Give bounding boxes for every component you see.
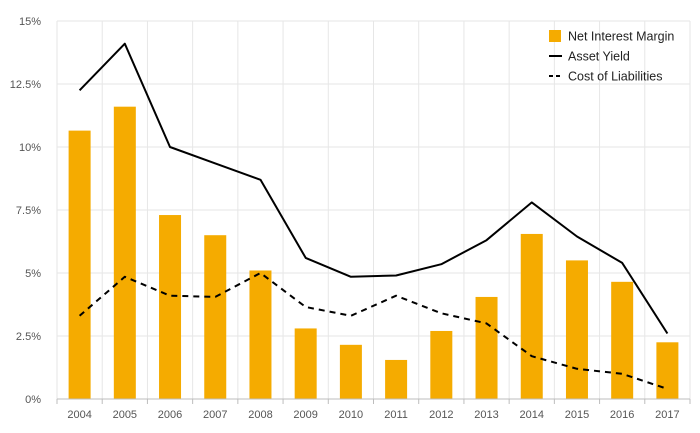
y-tick-label: 7.5% [16, 205, 41, 217]
x-tick-label: 2007 [203, 409, 227, 421]
legend-label: Asset Yield [568, 50, 630, 64]
bar-series [68, 106, 679, 400]
legend-swatch-bar [549, 30, 561, 42]
x-tick-label: 2004 [67, 409, 91, 421]
y-tick-label: 10% [19, 142, 41, 154]
legend-label: Net Interest Margin [568, 30, 674, 44]
x-tick-label: 2012 [429, 409, 453, 421]
x-tick-label: 2010 [339, 409, 363, 421]
grid-lines [56, 20, 691, 399]
bar [249, 270, 272, 399]
y-tick-label: 15% [19, 16, 41, 28]
bar [520, 233, 543, 399]
bar [565, 260, 588, 399]
bar [159, 215, 182, 399]
y-tick-label: 12.5% [10, 79, 41, 91]
bar [385, 359, 408, 399]
x-tick-labels: 2004 2005 2006 2007 2008 2009 2010 2011 2012 2013… [67, 409, 679, 421]
bar [113, 106, 136, 400]
y-tick-label: 5% [25, 268, 41, 280]
x-tick-label: 2005 [113, 409, 137, 421]
bar [68, 130, 91, 399]
y-tick-label: 0% [25, 394, 41, 406]
bar [656, 342, 679, 399]
x-tick-label: 2017 [655, 409, 679, 421]
x-tick-label: 2009 [293, 409, 317, 421]
x-tick-label: 2006 [158, 409, 182, 421]
x-tick-label: 2008 [248, 409, 272, 421]
line-series [78, 42, 669, 390]
series-line-dashed [78, 272, 668, 390]
bar [430, 330, 453, 399]
bar [204, 235, 227, 399]
legend-label: Cost of Liabilities [568, 70, 663, 84]
bar [611, 281, 634, 399]
x-tick-label: 2014 [520, 409, 544, 421]
bar [475, 296, 498, 399]
x-tick-label: 2011 [384, 409, 408, 421]
axes [56, 398, 691, 404]
y-tick-labels: 0% 2.5% 5% 7.5% 10% 12.5% 15% [10, 16, 41, 406]
bar [294, 328, 317, 399]
x-tick-label: 2015 [565, 409, 589, 421]
legend: Net Interest Margin Asset Yield Cost of Li… [549, 30, 674, 84]
bar [339, 344, 362, 399]
y-tick-label: 2.5% [16, 331, 41, 343]
x-tick-label: 2013 [474, 409, 498, 421]
x-tick-label: 2016 [610, 409, 634, 421]
series-line-solid [78, 42, 669, 335]
